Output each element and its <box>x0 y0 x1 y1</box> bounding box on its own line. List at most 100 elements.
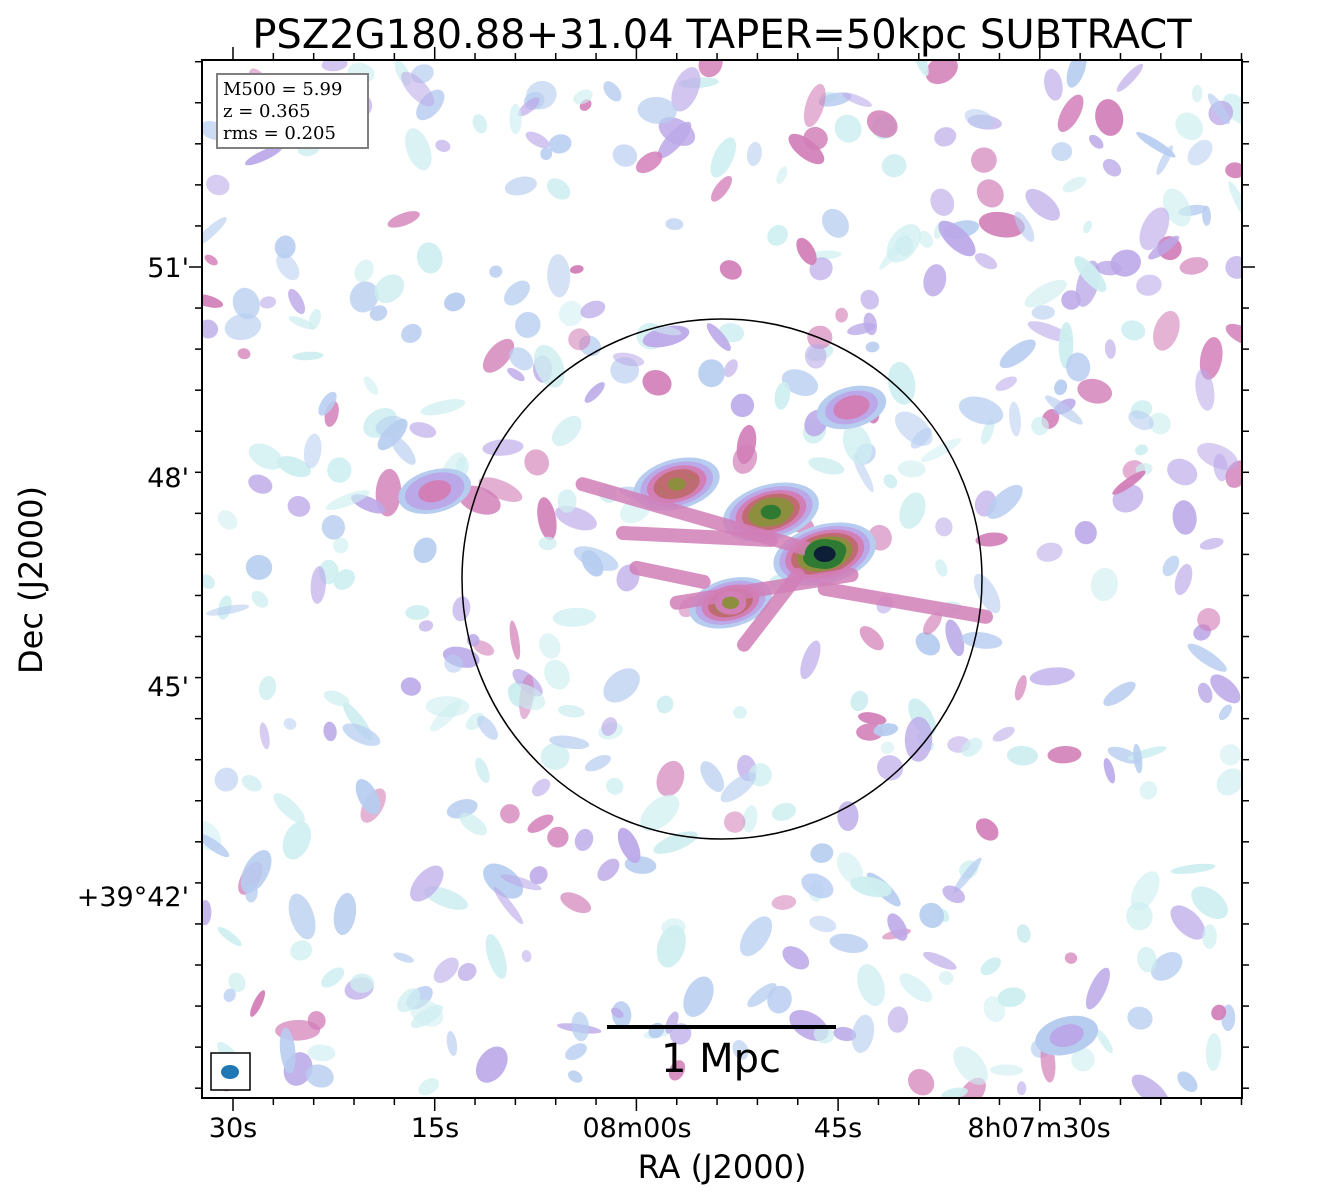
noise-blob <box>413 537 437 564</box>
noise-blob <box>410 865 444 902</box>
noise-blob <box>742 805 758 833</box>
noise-blob <box>248 474 273 494</box>
x-tick-label: 15s <box>411 1113 459 1144</box>
noise-blob <box>656 760 685 797</box>
noise-blob <box>1116 63 1144 92</box>
noise-blob <box>287 496 311 517</box>
noise-blob <box>401 71 435 107</box>
noise-blob <box>656 695 674 714</box>
noise-blob <box>482 439 524 456</box>
noise-blob <box>1170 863 1216 874</box>
noise-blob <box>801 873 834 899</box>
noise-blob <box>1074 520 1097 545</box>
noise-blob <box>981 419 995 445</box>
noise-blob <box>800 640 821 680</box>
beam-box <box>210 1052 251 1091</box>
noise-blob <box>1029 667 1075 686</box>
noise-blob <box>323 721 337 742</box>
noise-blob <box>310 566 326 604</box>
noise-blob <box>809 915 837 933</box>
noise-blob <box>1024 279 1067 308</box>
noise-blob <box>279 1027 296 1074</box>
noise-blob <box>1139 207 1170 251</box>
noise-blob <box>958 1077 986 1098</box>
noise-blob <box>509 347 534 371</box>
noise-blob <box>1187 643 1227 672</box>
noise-blob <box>1153 310 1180 351</box>
noise-blob <box>986 484 1023 519</box>
source-contour <box>1049 1024 1084 1048</box>
noise-blob <box>1065 352 1091 382</box>
noise-blob <box>547 254 571 298</box>
noise-blob <box>342 723 381 746</box>
y-tick-label: 51' <box>147 253 189 284</box>
noise-blob <box>1128 410 1154 431</box>
x-tick-label: 8h07m30s <box>967 1113 1110 1144</box>
noise-blob <box>1121 320 1146 341</box>
noise-blob <box>205 604 250 616</box>
noise-blob <box>850 690 869 712</box>
noise-blob <box>584 754 611 772</box>
noise-blob <box>973 573 1001 614</box>
noise-blob <box>418 620 434 632</box>
noise-blob <box>668 1060 686 1081</box>
filament <box>616 526 778 547</box>
noise-blob <box>387 211 420 228</box>
noise-blob <box>847 322 876 336</box>
noise-blob <box>573 89 593 105</box>
noise-blob <box>739 916 773 957</box>
noise-blob <box>565 1043 587 1061</box>
noise-blob <box>942 885 965 904</box>
noise-blob <box>1044 68 1063 101</box>
noise-blob <box>204 254 218 266</box>
noise-blob <box>1090 567 1119 602</box>
x-tick-label: 08m00s <box>582 1113 691 1144</box>
noise-blob <box>303 433 322 469</box>
noise-blob <box>1127 1006 1153 1030</box>
noise-blob <box>1172 500 1197 535</box>
noise-blob <box>485 933 507 979</box>
noise-blob <box>1047 745 1082 764</box>
noise-blob <box>782 946 810 970</box>
noise-blob <box>1177 1071 1198 1093</box>
noise-blob <box>919 902 945 928</box>
noise-blob <box>1045 395 1083 425</box>
noise-blob <box>637 96 677 124</box>
noise-blob <box>500 804 520 824</box>
noise-blob <box>276 253 300 281</box>
noise-blob <box>935 559 948 577</box>
noise-blob <box>1210 674 1241 704</box>
noise-blob <box>524 449 550 476</box>
info-m500: M500 = 5.99 <box>223 79 342 100</box>
noise-blob <box>980 957 1001 976</box>
noise-blob <box>887 1006 909 1033</box>
noise-blob <box>603 668 640 703</box>
source-sw-corner <box>1035 1015 1099 1056</box>
beam-ellipse <box>221 1065 239 1079</box>
noise-blob <box>1051 142 1073 162</box>
noise-blob <box>369 305 388 321</box>
noise-blob <box>321 967 345 988</box>
noise-blob <box>771 895 797 910</box>
noise-blob <box>923 951 957 970</box>
noise-blob <box>518 97 540 117</box>
noise-blob <box>1104 339 1116 359</box>
noise-blob <box>971 147 997 173</box>
plot-frame <box>201 59 1243 1099</box>
noise-blob <box>857 712 887 725</box>
chart-title: PSZ2G180.88+31.04 TAPER=50kpc SUBTRACT <box>252 12 1192 58</box>
noise-blob <box>1136 274 1162 296</box>
noise-blob <box>515 311 541 338</box>
noise-blob <box>457 962 477 982</box>
noise-blob <box>1036 542 1063 562</box>
noise-blob <box>746 141 762 167</box>
filament <box>737 567 805 652</box>
noise-blob <box>567 1070 583 1083</box>
noise-blob <box>584 382 605 403</box>
noise-blob <box>1175 112 1204 141</box>
noise-blob <box>776 166 788 184</box>
noise-blob <box>509 620 521 660</box>
noise-blob <box>489 265 503 278</box>
noise-blob <box>908 1069 935 1096</box>
